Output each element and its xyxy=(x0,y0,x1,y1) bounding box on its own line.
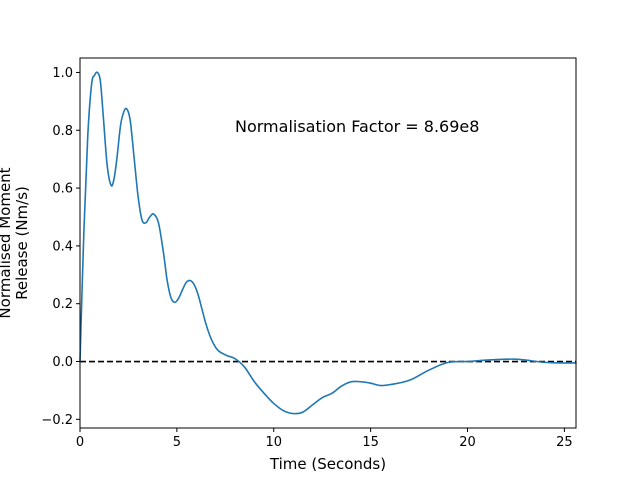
y-tick-label: 0.4 xyxy=(52,239,73,254)
x-tick-label: 15 xyxy=(362,435,379,450)
y-tick-label: 0.0 xyxy=(52,355,73,370)
plot-area-background xyxy=(80,58,576,428)
y-axis-label: Normalised Moment Release (Nm/s) xyxy=(0,167,31,318)
y-axis-label-line-2: Release (Nm/s) xyxy=(13,186,31,300)
y-tick-label: 1.0 xyxy=(52,66,73,81)
x-tick-label: 25 xyxy=(556,435,573,450)
series-line-0 xyxy=(79,71,577,415)
y-tick-label: 0.6 xyxy=(52,182,73,197)
x-tick-label: 5 xyxy=(173,435,181,450)
y-tick-label: 0.8 xyxy=(52,124,73,139)
x-tick-label: 0 xyxy=(76,435,84,450)
y-tick-label: 0.2 xyxy=(52,297,73,312)
y-axis-label-line-1: Normalised Moment xyxy=(0,167,14,318)
y-tick-label: −0.2 xyxy=(41,413,73,428)
plot-layer xyxy=(79,71,577,415)
annotation-normalisation-factor: Normalisation Factor = 8.69e8 xyxy=(235,117,479,136)
x-tick-label: 10 xyxy=(265,435,282,450)
plot-frame xyxy=(79,57,577,429)
tick-layer: 0 5 10 15 20 25 −0.2 0.0 0.2 0.4 0.6 0.8 1.0 xyxy=(41,66,572,450)
x-axis-label: Time (Seconds) xyxy=(269,455,386,473)
x-tick-label: 20 xyxy=(459,435,476,450)
